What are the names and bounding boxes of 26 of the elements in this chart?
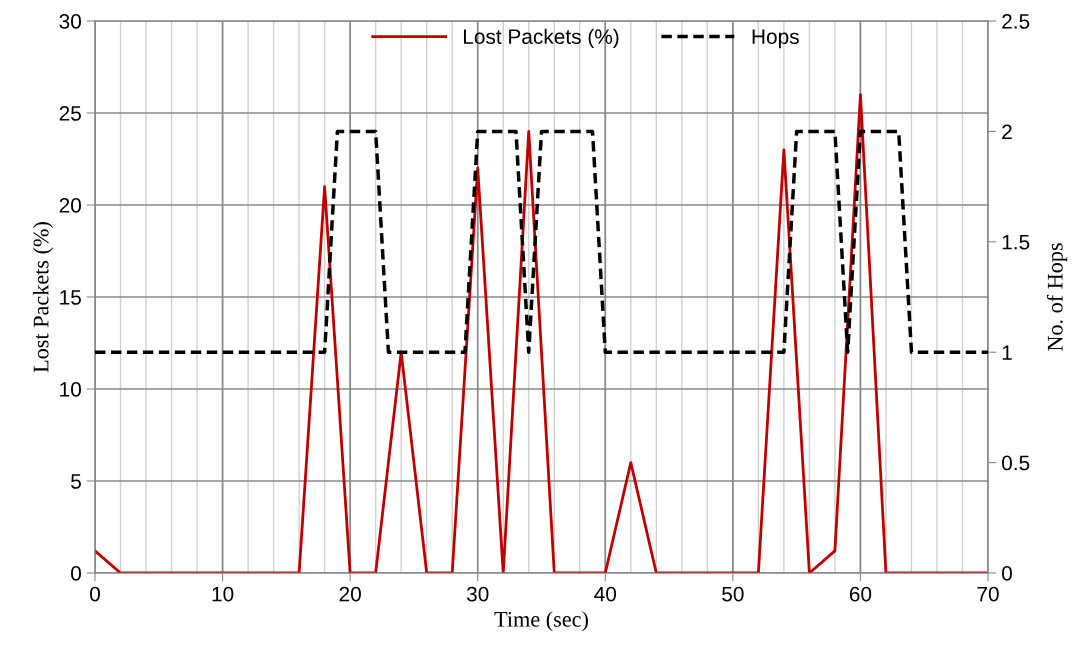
x-tick-label: 30 bbox=[466, 586, 489, 602]
x-tick-label: 10 bbox=[212, 586, 234, 602]
y2-tick-label: 0.5 bbox=[1002, 455, 1030, 471]
y2-tick-label: 0 bbox=[1002, 566, 1012, 581]
y-tick-label: 15 bbox=[60, 290, 81, 305]
y-tick-label: 0 bbox=[71, 566, 81, 581]
y2-tick-label: 2 bbox=[1002, 124, 1012, 139]
y-tick-label: 30 bbox=[59, 14, 81, 29]
y2-tick-label: 2.5 bbox=[1002, 14, 1030, 29]
x-axis-title: Time (sec) bbox=[494, 611, 588, 632]
x-tick-label: 40 bbox=[594, 586, 617, 602]
legend-label: Lost Packets (%) bbox=[463, 28, 619, 49]
legend-label: Hops bbox=[752, 29, 799, 49]
y-tick-label: 10 bbox=[60, 382, 81, 397]
x-tick-label: 20 bbox=[339, 586, 361, 602]
y-axis-title: Lost Packets (%) bbox=[32, 222, 54, 373]
x-tick-label: 70 bbox=[977, 586, 999, 602]
x-tick-label: 0 bbox=[90, 586, 100, 602]
x-tick-label: 60 bbox=[849, 586, 872, 602]
y-tick-label: 20 bbox=[59, 198, 81, 213]
y-tick-label: 25 bbox=[59, 106, 81, 121]
y-tick-label: 5 bbox=[71, 474, 81, 489]
y2-tick-label: 1 bbox=[1002, 345, 1012, 360]
x-tick-label: 50 bbox=[722, 586, 744, 602]
y2-axis-title: No. of Hops bbox=[1046, 243, 1068, 351]
y2-tick-label: 1.5 bbox=[1002, 235, 1030, 250]
